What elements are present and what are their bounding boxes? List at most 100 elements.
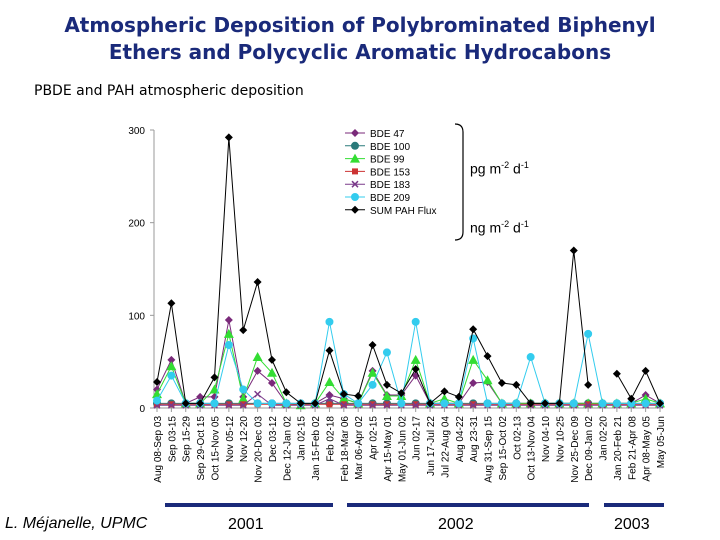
- x-tick-label: Aug 23-31: [469, 416, 480, 463]
- sum-pah-flux-point: [641, 366, 650, 375]
- sum-pah-flux-point: [282, 388, 291, 397]
- bde-153-point: [326, 401, 333, 408]
- sum-pah-flux-point: [584, 380, 593, 389]
- x-tick-label: Jul 22-Aug 04: [440, 416, 451, 478]
- sum-pah-flux-point: [181, 399, 190, 408]
- bde-209-point: [627, 399, 636, 408]
- x-tick-label: Jan 20-Feb 21: [613, 416, 624, 481]
- x-tick-label: Apr 08-May 05: [642, 416, 653, 482]
- y-tick-label: 200: [128, 219, 145, 230]
- x-tick-label: Sep 15-Oct 02: [498, 416, 509, 481]
- sum-pah-flux-point: [397, 389, 406, 398]
- sum-pah-flux-point: [311, 399, 320, 408]
- sum-pah-flux-point: [339, 390, 348, 399]
- year-bar-2003: [604, 503, 664, 507]
- x-tick-label: Aug 04-22: [455, 416, 466, 463]
- bde-209-point: [239, 385, 248, 394]
- year-label-2001: 2001: [228, 516, 264, 533]
- sum-pah-flux-point: [627, 394, 636, 403]
- sum-pah-flux-point: [555, 399, 564, 408]
- sum-pah-flux-point: [253, 277, 262, 286]
- x-tick-label: Sep 03-15: [167, 416, 178, 463]
- legend-marker-bde-47: [351, 129, 359, 137]
- x-tick-label: Jan 02-15: [297, 416, 308, 461]
- x-tick-label: May 01-Jun 02: [397, 416, 408, 483]
- bde-209-point: [526, 353, 535, 362]
- legend-marker-bde-100: [351, 141, 359, 150]
- bde-209-point: [440, 399, 449, 408]
- sum-pah-flux-point: [411, 365, 420, 374]
- bde-209-point: [497, 399, 506, 408]
- bde-209-point: [354, 399, 363, 408]
- bde-209-point: [210, 399, 219, 408]
- bde-209-point: [411, 317, 420, 326]
- sum-pah-flux-point: [224, 133, 233, 142]
- bde-209-point: [569, 399, 578, 408]
- sum-pah-flux-point: [526, 399, 535, 408]
- bde-209-point: [454, 399, 463, 408]
- bde-209-line: [156, 321, 660, 405]
- bde-209-point: [167, 371, 176, 380]
- bde-99-point: [338, 393, 349, 403]
- sum-pah-flux-point: [296, 399, 305, 408]
- bde-209-point: [641, 399, 650, 408]
- bde-99-point: [367, 367, 378, 377]
- x-tick-label: Oct 15-Nov 05: [210, 416, 221, 481]
- sum-pah-flux-point: [153, 378, 161, 387]
- sum-pah-flux-point: [497, 378, 506, 387]
- sum-pah-flux-point: [382, 380, 391, 389]
- x-tick-label: Nov 04-10: [541, 416, 552, 463]
- sum-pah-flux-point: [612, 369, 621, 378]
- bde-183-point: [167, 401, 175, 409]
- bde-183-point: [340, 401, 348, 409]
- bde-209-point: [282, 399, 291, 408]
- legend-label-bde-100: BDE 100: [370, 142, 410, 153]
- bde-183-point: [225, 401, 233, 409]
- author-credit: L. Méjanelle, UPMC: [5, 515, 148, 532]
- sum-pah-flux-point: [469, 325, 478, 334]
- y-tick-label: 100: [128, 311, 145, 322]
- bde-99-point: [166, 361, 177, 371]
- bde-99-point: [266, 367, 277, 377]
- bde-209-point: [253, 399, 262, 408]
- sum-pah-flux-point: [569, 246, 578, 255]
- x-tick-label: Sep 15-29: [182, 416, 193, 463]
- bde-47-point: [469, 378, 478, 387]
- bde-47-point: [267, 378, 276, 387]
- legend-bracket: [454, 123, 464, 241]
- bde-47-point: [224, 315, 233, 324]
- x-tick-label: Nov 05-12: [225, 416, 236, 463]
- sum-pah-flux-point: [210, 373, 219, 382]
- legend-label-sum-pah-flux: SUM PAH Flux: [370, 206, 437, 217]
- bde-183-point: [412, 401, 420, 409]
- x-tick-label: Jan 15-Feb 02: [311, 416, 322, 481]
- legend-label-bde-153: BDE 153: [370, 167, 410, 178]
- sum-pah-flux-point: [325, 346, 334, 355]
- x-tick-label: Feb 18-Mar 06: [340, 416, 351, 482]
- sum-pah-flux-point: [426, 399, 435, 408]
- bde-209-point: [397, 399, 406, 408]
- legend-marker-bde-209: [351, 193, 359, 201]
- x-tick-label: Jan 02-20: [599, 416, 610, 461]
- legend-marker-bde-183: [351, 180, 359, 188]
- x-tick-label: Feb 21-Apr 08: [627, 416, 638, 480]
- x-tick-label: Nov 25-Dec 09: [570, 416, 581, 483]
- sum-pah-flux-point: [483, 352, 492, 361]
- x-tick-label: Jun 17-Jul 22: [426, 416, 437, 476]
- title-line-2: Ethers and Polycyclic Aromatic Hydrocabo…: [108, 40, 612, 64]
- x-tick-label: Mar 06-Apr 02: [354, 416, 365, 480]
- x-tick-label: Oct 02-13: [512, 416, 523, 460]
- y-tick-label: 300: [128, 126, 145, 137]
- x-tick-label: Apr 15-May 01: [383, 416, 394, 482]
- pah-unit-label: ng m-2 d-1: [470, 219, 529, 236]
- bde-99-point: [482, 375, 493, 385]
- year-bar-2001: [165, 503, 333, 507]
- sum-pah-flux-point: [196, 399, 205, 408]
- bde-209-point: [325, 317, 334, 326]
- x-tick-label: Aug 08-Sep 03: [153, 416, 164, 483]
- bde-183-point: [239, 401, 247, 409]
- x-tick-label: Nov 10-25: [555, 416, 566, 463]
- bde-209-point: [612, 399, 621, 408]
- legend-label-bde-183: BDE 183: [370, 180, 410, 191]
- sum-pah-flux-point: [541, 399, 550, 408]
